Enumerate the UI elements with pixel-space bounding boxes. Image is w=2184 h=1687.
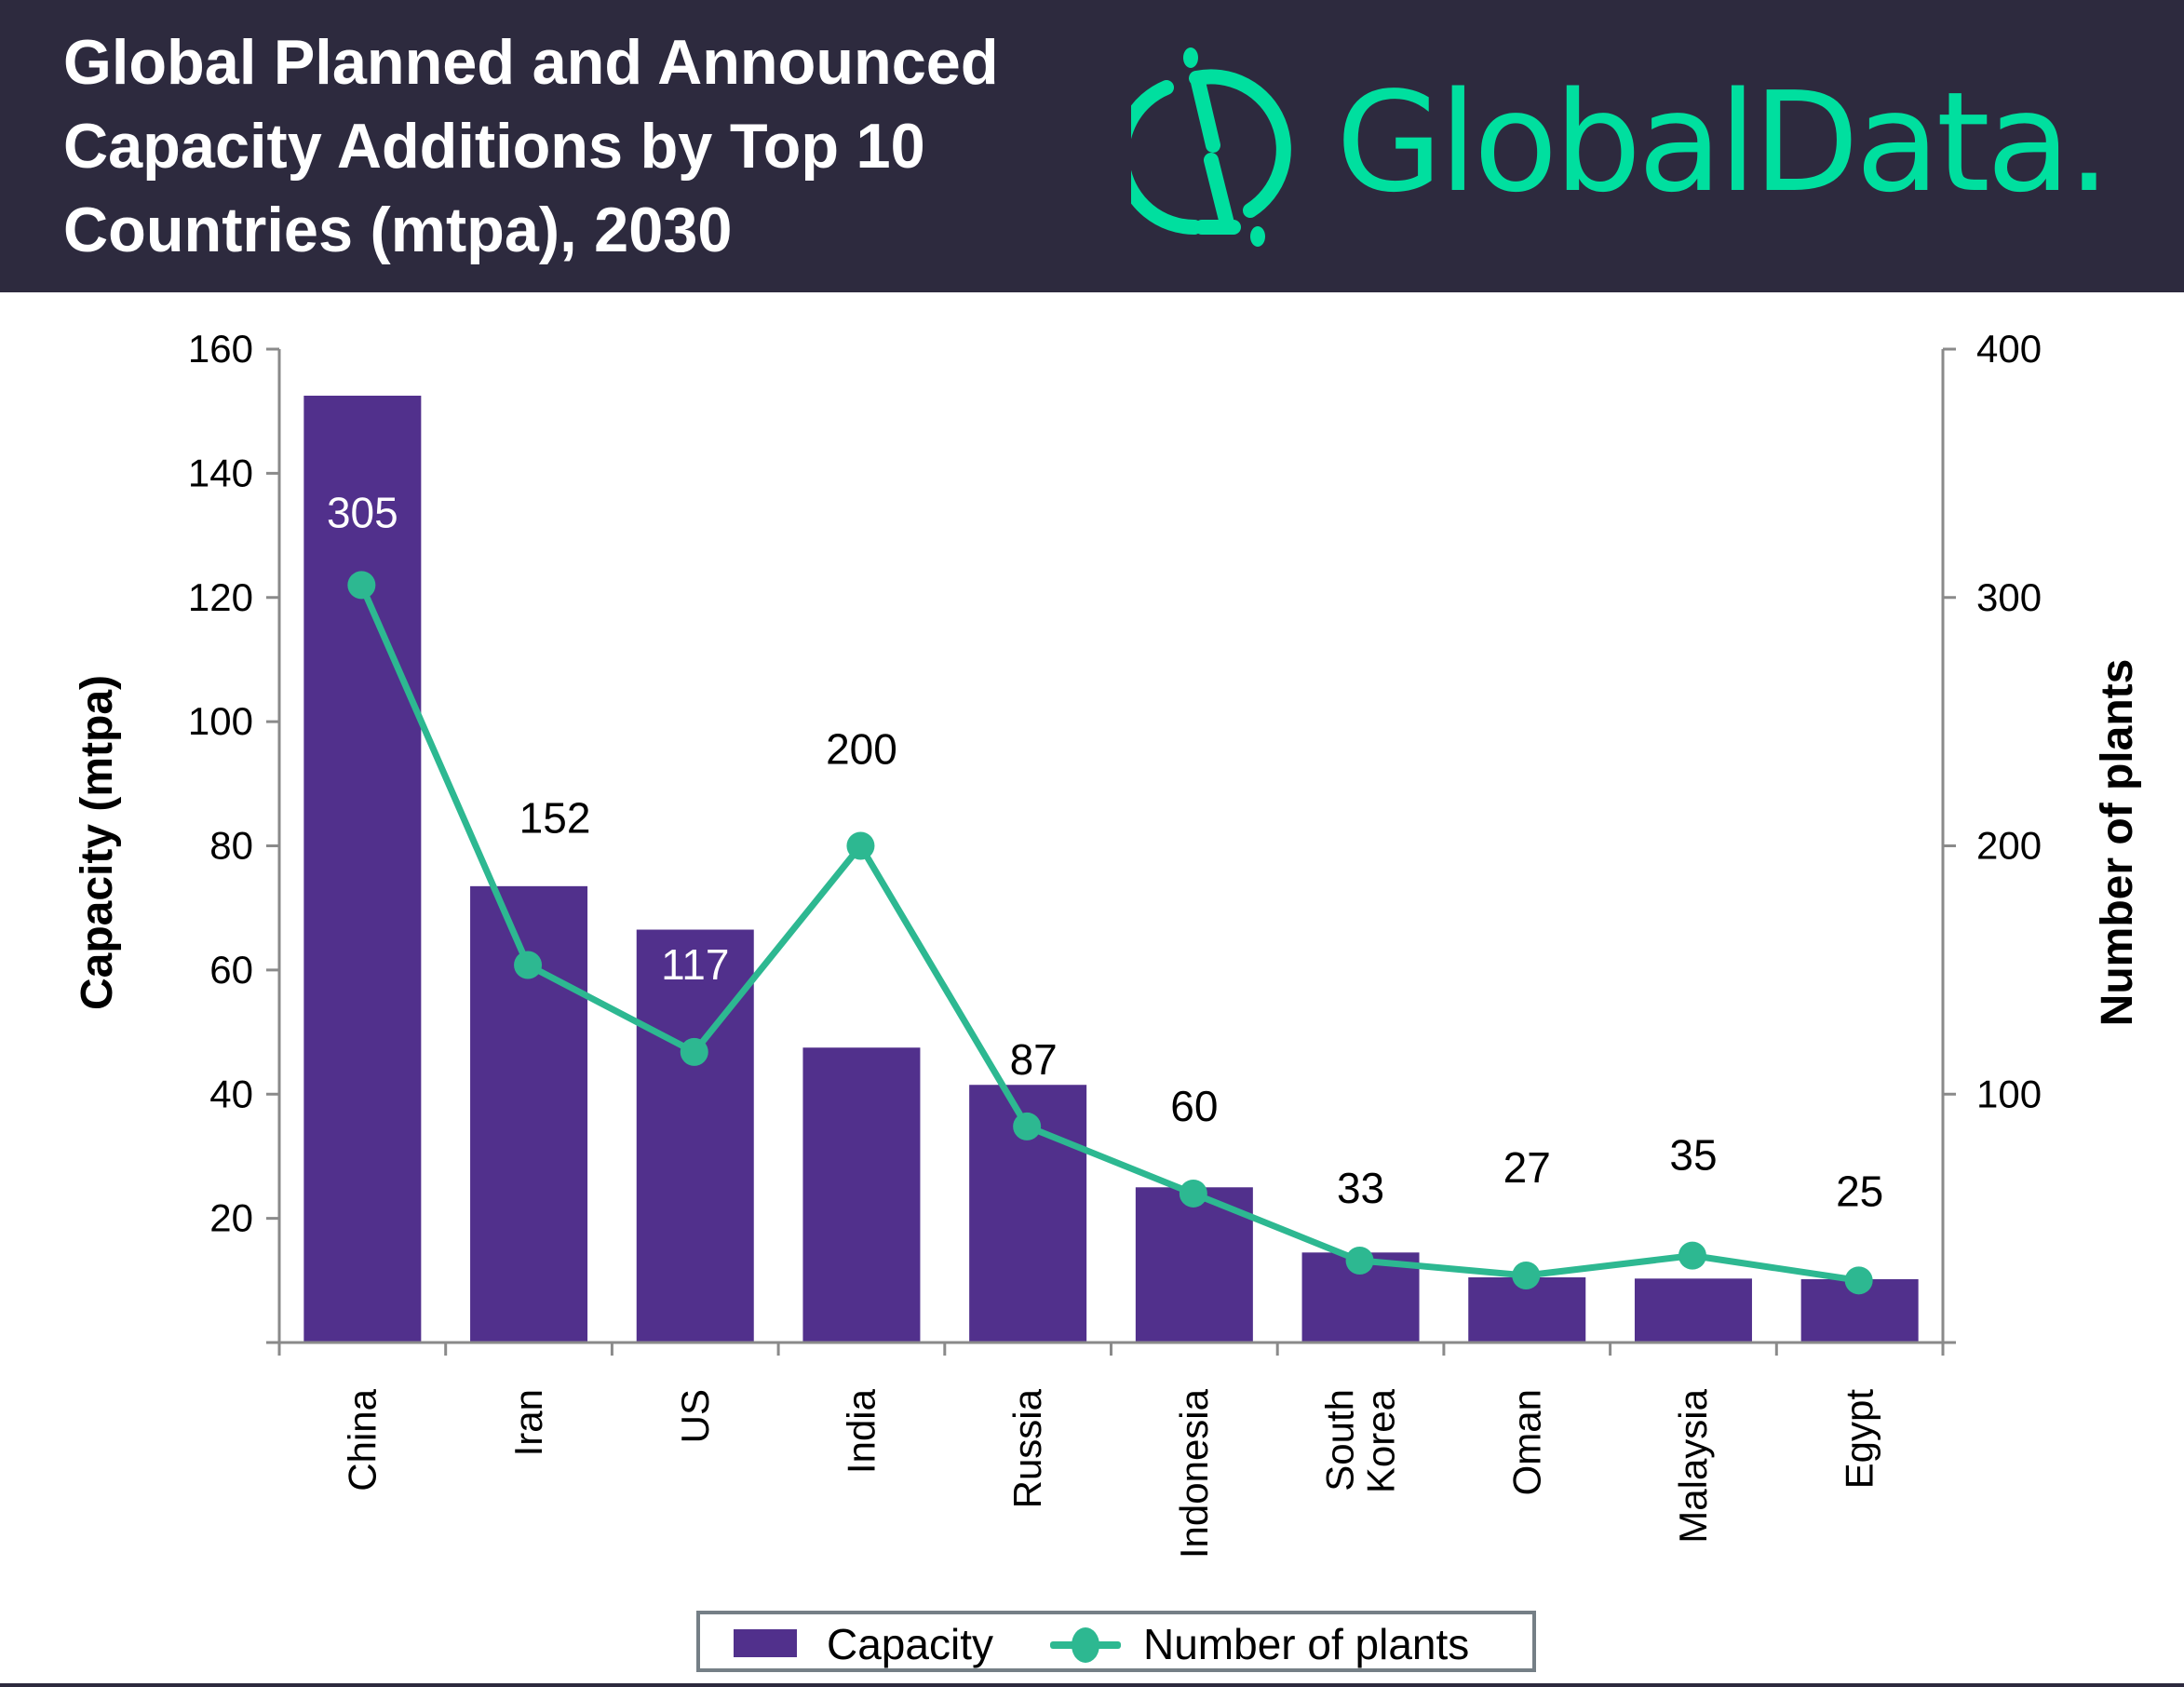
data-label: 27 bbox=[1503, 1143, 1551, 1192]
x-tick-label: Malaysia bbox=[1671, 1388, 1715, 1543]
line-number-of-plants bbox=[358, 584, 1860, 1284]
y-tick-label: 140 bbox=[188, 451, 253, 494]
data-label: 35 bbox=[1669, 1131, 1717, 1180]
y-tick-label: 100 bbox=[188, 699, 253, 743]
legend-label-number-of-plants: Number of plants bbox=[1143, 1620, 1470, 1668]
data-label: 25 bbox=[1836, 1167, 1883, 1215]
y2-tick-label: 200 bbox=[1976, 824, 2042, 868]
x-tick-label-group: Oman bbox=[1504, 1389, 1548, 1495]
globaldata-wordmark: GlobalData. bbox=[1336, 62, 2111, 223]
line-point-oman bbox=[1512, 1261, 1541, 1289]
x-tick-label-group: Malaysia bbox=[1671, 1388, 1715, 1543]
title-line-2: Capacity Additions by Top 10 bbox=[63, 111, 925, 182]
x-tick-label: US bbox=[673, 1389, 717, 1443]
title-line-1: Global Planned and Announced bbox=[63, 27, 999, 98]
y-tick-label: 60 bbox=[209, 948, 253, 992]
y2-axis-title: Number of plants bbox=[2093, 659, 2142, 1027]
y-tick-label: 20 bbox=[209, 1196, 253, 1240]
x-tick-label-group: India bbox=[839, 1388, 883, 1474]
bar-china bbox=[303, 396, 422, 1343]
legend-dot-marker-icon bbox=[1072, 1627, 1099, 1663]
chart-legend: Capacity Number of plants bbox=[696, 1611, 1536, 1672]
y-axis-title: Capacity (mtpa) bbox=[73, 675, 122, 1010]
x-tick-label-group: US bbox=[673, 1389, 717, 1443]
axes-layer: 20 40 60 80 100 120 140 160 100 200 300 400 Capacity… bbox=[73, 327, 2142, 1356]
line-point-south-korea bbox=[1345, 1246, 1374, 1275]
line-point-malaysia bbox=[1678, 1241, 1706, 1270]
labels-layer: China Iran US India Russia Indonesia SouthKore… bbox=[327, 488, 1883, 1559]
bars-layer bbox=[303, 396, 1919, 1343]
line-point-china bbox=[347, 571, 376, 600]
x-tick-label-group: Indonesia bbox=[1172, 1388, 1216, 1559]
title-line-3: Countries (mtpa), 2030 bbox=[63, 195, 733, 265]
combo-chart: 20 40 60 80 100 120 140 160 100 200 300 400 Capacity… bbox=[73, 327, 2142, 1559]
data-label: 152 bbox=[519, 794, 591, 843]
line-point-russia bbox=[1013, 1112, 1042, 1140]
x-tick-label: Russia bbox=[1005, 1388, 1049, 1508]
x-tick-label: Indonesia bbox=[1172, 1388, 1216, 1559]
y2-tick-label: 400 bbox=[1976, 327, 2042, 371]
chart-title: Global Planned and Announced Capacity Ad… bbox=[63, 20, 1122, 272]
y2-tick-label: 100 bbox=[1976, 1072, 2042, 1115]
line-point-iran bbox=[514, 951, 543, 979]
bar-us bbox=[636, 929, 754, 1343]
line-layer bbox=[347, 571, 1873, 1295]
legend-label-capacity: Capacity bbox=[827, 1620, 993, 1668]
data-label: 60 bbox=[1170, 1082, 1218, 1130]
x-tick-label-group: China bbox=[340, 1388, 384, 1491]
data-label: 33 bbox=[1337, 1164, 1384, 1212]
x-tick-label-group: Iran bbox=[506, 1389, 550, 1456]
x-tick-label: Iran bbox=[506, 1389, 550, 1456]
data-label: 305 bbox=[327, 488, 398, 536]
y-tick-label: 80 bbox=[209, 824, 253, 868]
x-tick-label: Egypt bbox=[1838, 1389, 1881, 1490]
globaldata-logo: GlobalData. bbox=[1131, 45, 2164, 250]
x-tick-label: India bbox=[839, 1388, 883, 1474]
data-label: 117 bbox=[661, 940, 729, 989]
data-label: 200 bbox=[826, 725, 897, 774]
x-tick-label: Korea bbox=[1359, 1388, 1403, 1493]
y-tick-label: 40 bbox=[209, 1072, 253, 1115]
legend-swatch-capacity bbox=[734, 1629, 797, 1657]
y-tick-label: 120 bbox=[188, 575, 253, 619]
globaldata-logo-icon bbox=[1131, 47, 1291, 247]
data-label: 87 bbox=[1010, 1035, 1058, 1084]
x-tick-label-group: Russia bbox=[1005, 1388, 1049, 1508]
y-tick-label: 160 bbox=[188, 327, 253, 371]
y2-tick-label: 300 bbox=[1976, 575, 2042, 619]
x-tick-label-group: Egypt bbox=[1838, 1389, 1881, 1490]
bar-indonesia bbox=[1135, 1187, 1253, 1343]
line-point-india bbox=[846, 831, 875, 860]
bar-india bbox=[802, 1047, 921, 1343]
x-tick-label: China bbox=[340, 1388, 384, 1491]
line-point-egypt bbox=[1844, 1266, 1873, 1295]
chart-header: Global Planned and Announced Capacity Ad… bbox=[0, 0, 2184, 292]
line-point-us bbox=[680, 1037, 708, 1066]
x-tick-label: Oman bbox=[1504, 1389, 1548, 1495]
bottom-rule bbox=[0, 1683, 2184, 1687]
line-point-indonesia bbox=[1179, 1179, 1207, 1208]
x-tick-label: South bbox=[1318, 1389, 1362, 1491]
bar-malaysia bbox=[1634, 1278, 1752, 1343]
